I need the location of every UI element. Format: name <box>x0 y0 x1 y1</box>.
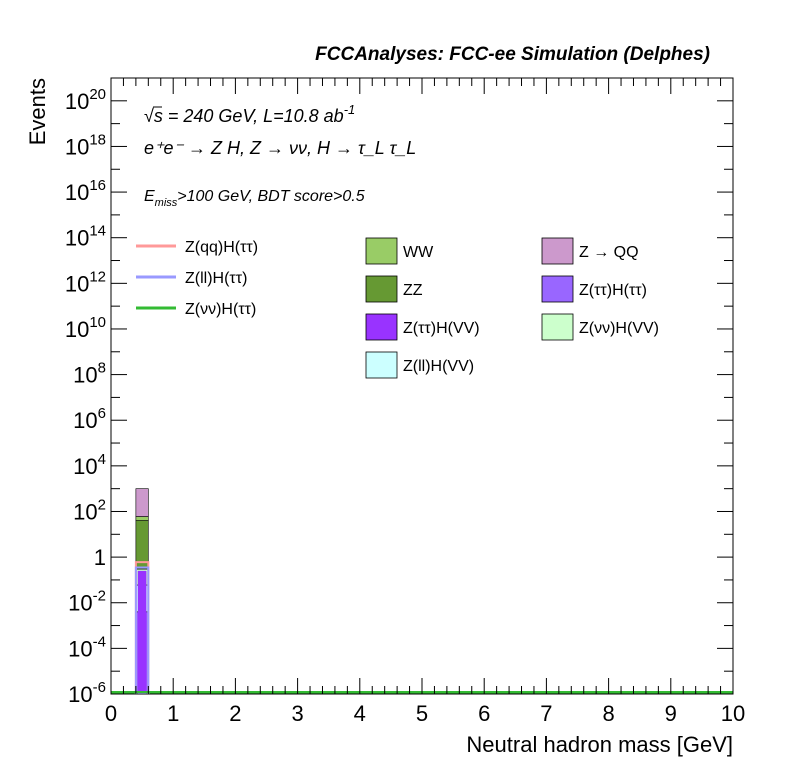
y-axis-ticks: 10-6 10-4 10-2 1 102 104 106 108 1010 1012 1014 101… <box>65 77 733 707</box>
legend-box-label: Z(νν)H(VV) <box>579 320 659 337</box>
legend-box-swatch <box>365 275 398 303</box>
bar-inner-ttvv <box>137 570 147 694</box>
y-tick-label: 104 <box>73 451 106 479</box>
y-tick-label: 1010 <box>65 314 106 342</box>
info-block: √s = 240 GeV, L=10.8 ab-1 e⁺e⁻ → Z H, Z … <box>144 102 416 209</box>
x-axis-title: Neutral hadron mass [GeV] <box>466 732 733 757</box>
legend-box-swatch <box>365 313 398 341</box>
y-tick-label: 1018 <box>65 131 106 159</box>
y-tick-label: 1012 <box>65 268 106 296</box>
y-tick-label: 1020 <box>65 86 106 114</box>
legend-box-swatch <box>365 237 398 265</box>
x-tick-label: 4 <box>354 701 366 726</box>
x-tick-label: 0 <box>105 701 117 726</box>
x-tick-label: 2 <box>229 701 241 726</box>
x-axis-ticks: 0 1 2 3 4 5 6 7 8 9 10 <box>105 78 745 726</box>
legend-box-label: WW <box>403 244 434 261</box>
info-selection-sub: miss <box>155 197 178 209</box>
legend-box-swatch <box>541 275 574 303</box>
x-tick-label: 3 <box>291 701 303 726</box>
y-tick-label: 1 <box>94 545 106 570</box>
legend-box-swatch <box>541 237 574 265</box>
y-axis-title: Events <box>25 78 50 145</box>
figure-header: FCCAnalyses: FCC-ee Simulation (Delphes) <box>315 44 710 65</box>
y-tick-label: 102 <box>73 496 106 524</box>
bar-segment-5 <box>135 488 149 517</box>
legend: Z(qq)H(ττ) Z(ll)H(ττ) Z(νν)H(ττ) WW Z → QQ ZZ… <box>136 237 659 379</box>
y-tick-label: 10-4 <box>68 633 106 661</box>
legend-box-swatch <box>365 351 398 379</box>
legend-box-label: Z(ττ)H(VV) <box>403 320 480 337</box>
info-process: e⁺e⁻ → Z H, Z → νν, H → τ_L τ_L <box>144 138 416 158</box>
legend-box-label: ZZ <box>403 282 423 299</box>
plot-frame <box>110 77 734 695</box>
y-tick-label: 1016 <box>65 177 106 205</box>
y-tick-label: 1014 <box>65 223 106 251</box>
y-tick-label: 106 <box>73 405 106 433</box>
info-lumi-exponent: -1 <box>344 102 356 117</box>
bar-segment-4 <box>135 516 149 521</box>
legend-box-label: Z(ll)H(VV) <box>403 358 474 375</box>
legend-line-label: Z(νν)H(ττ) <box>185 301 256 318</box>
legend-box-label: Z(ττ)H(ττ) <box>579 282 647 299</box>
x-tick-label: 6 <box>478 701 490 726</box>
x-tick-label: 7 <box>540 701 552 726</box>
stacked-bars <box>135 488 149 695</box>
y-tick-label: 108 <box>73 360 106 388</box>
legend-line-label: Z(ll)H(ττ) <box>185 270 247 287</box>
x-tick-label: 5 <box>416 701 428 726</box>
y-tick-label: 10-6 <box>68 679 106 707</box>
legend-line-label: Z(qq)H(ττ) <box>185 239 258 256</box>
legend-box-swatch <box>541 313 574 341</box>
x-tick-label: 1 <box>167 701 179 726</box>
x-tick-label: 9 <box>665 701 677 726</box>
info-energy-lumi: √s = 240 GeV, L=10.8 ab-1 <box>144 102 355 126</box>
signal-line-1 <box>134 566 150 694</box>
x-tick-label: 10 <box>721 701 745 726</box>
y-tick-label: 10-2 <box>68 588 106 616</box>
legend-box-label: Z → QQ <box>579 244 639 261</box>
signal-lines <box>111 561 733 694</box>
x-tick-label: 8 <box>602 701 614 726</box>
info-selection: Emiss>100 GeV, BDT score>0.5 <box>144 188 365 209</box>
